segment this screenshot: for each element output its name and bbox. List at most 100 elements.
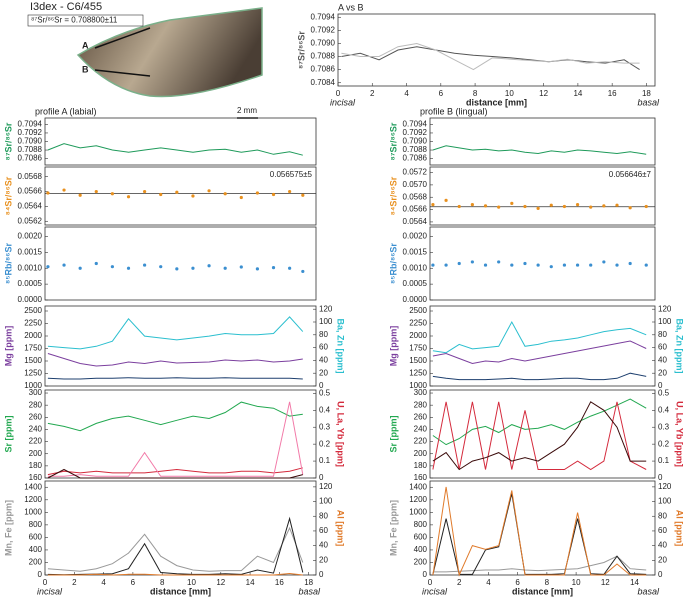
y-tick-label: 0 xyxy=(423,570,428,579)
data-point xyxy=(575,203,580,207)
data-line xyxy=(47,526,304,572)
y-axis-label: Sr [ppm] xyxy=(388,415,398,452)
y-axis-label: ⁸⁵Rb/⁸⁶Sr xyxy=(388,243,398,284)
data-point xyxy=(602,260,606,264)
data-line xyxy=(432,555,647,573)
y2-tick-label: 80 xyxy=(658,330,667,339)
y-tick-label: 1500 xyxy=(24,356,42,365)
y-tick-label: 180 xyxy=(29,461,43,470)
arrow-a xyxy=(94,27,151,49)
x-tick-label: 12 xyxy=(601,578,610,587)
start-label: incisal xyxy=(330,97,356,107)
y2-tick-label: 100 xyxy=(658,497,672,506)
y-tick-label: 0.0020 xyxy=(18,232,43,241)
data-point xyxy=(78,266,82,270)
data-point xyxy=(301,193,305,197)
y-tick-label: 2500 xyxy=(24,306,42,315)
y-tick-label: 0.7094 xyxy=(18,120,43,129)
data-point xyxy=(223,192,227,196)
x-axis-label: distance [mm] xyxy=(512,586,573,596)
x-tick-label: 4 xyxy=(486,578,491,587)
y-tick-label: 0.7086 xyxy=(18,154,43,163)
data-line xyxy=(47,468,303,479)
panel-title: A vs B xyxy=(338,2,364,12)
x-axis-label: distance [mm] xyxy=(150,586,211,596)
data-point xyxy=(255,267,260,271)
y-tick-label: 2000 xyxy=(24,331,42,340)
data-point xyxy=(62,188,66,192)
data-line xyxy=(47,377,303,380)
data-point xyxy=(602,204,606,208)
y-tick-label: 0.0010 xyxy=(403,263,428,272)
data-point xyxy=(575,263,580,267)
y-tick-label: 0.7094 xyxy=(311,12,336,21)
y-axis-label: ⁸⁴Sr/⁸⁶Sr xyxy=(388,176,398,215)
x-tick-label: 2 xyxy=(370,89,375,98)
data-point xyxy=(126,195,131,199)
y-tick-label: 1500 xyxy=(409,356,427,365)
plot-frame xyxy=(429,226,656,301)
y2-axis-label: U, La, Yb [ppm] xyxy=(675,401,685,467)
y-axis-label: ⁸⁴Sr/⁸⁶Sr xyxy=(3,176,13,215)
data-line xyxy=(432,401,647,471)
plot-frame xyxy=(429,166,656,226)
y2-tick-label: 40 xyxy=(319,356,328,365)
y-tick-label: 200 xyxy=(414,558,428,567)
data-point xyxy=(191,194,195,198)
y-tick-label: 1250 xyxy=(409,369,427,378)
data-line xyxy=(47,516,304,576)
y-tick-label: 0.0000 xyxy=(403,295,428,304)
y2-tick-label: 120 xyxy=(319,304,333,313)
data-point xyxy=(523,261,527,266)
y-tick-label: 160 xyxy=(414,473,428,482)
data-point xyxy=(143,189,147,194)
plot-frame xyxy=(44,226,317,301)
y-tick-label: 1200 xyxy=(24,495,42,504)
x-axis-label: distance [mm] xyxy=(466,97,527,107)
y-axis-label: Mg [ppm] xyxy=(388,326,398,367)
y-axis-label: Sr [ppm] xyxy=(3,415,13,452)
y-tick-label: 0.7084 xyxy=(311,78,336,87)
y-tick-label: 0.0562 xyxy=(18,216,43,225)
end-label: basal xyxy=(637,586,660,596)
start-label: incisal xyxy=(37,586,63,596)
y2-tick-label: 0.1 xyxy=(658,456,670,465)
x-tick-label: 0 xyxy=(336,89,341,98)
data-point xyxy=(271,192,276,197)
data-point xyxy=(562,204,567,209)
data-point xyxy=(207,189,211,193)
y2-tick-label: 0.3 xyxy=(319,422,331,431)
plot-frame xyxy=(429,117,656,166)
data-point xyxy=(46,265,50,269)
data-point xyxy=(288,266,292,270)
y2-tick-label: 120 xyxy=(658,482,672,491)
y2-tick-label: 0 xyxy=(658,570,663,579)
data-point xyxy=(175,267,179,271)
data-line xyxy=(47,401,303,432)
x-tick-label: 16 xyxy=(275,578,284,587)
data-point xyxy=(615,203,619,207)
y-tick-label: 0.7088 xyxy=(403,145,428,154)
y-tick-label: 0.7092 xyxy=(311,25,336,34)
data-point xyxy=(255,191,260,195)
data-point xyxy=(288,189,292,194)
x-tick-label: 14 xyxy=(573,89,582,98)
data-point xyxy=(457,204,461,209)
x-tick-label: 8 xyxy=(545,578,550,587)
tooth-image: I3dex - C6/455 ⁸⁷Sr/⁸⁶Sr = 0.708800±11 A… xyxy=(27,1,263,119)
data-point xyxy=(239,195,243,200)
y2-tick-label: 40 xyxy=(658,541,667,550)
data-point xyxy=(457,261,461,266)
y-tick-label: 1000 xyxy=(24,381,42,390)
y-tick-label: 600 xyxy=(414,533,428,542)
x-tick-label: 0 xyxy=(43,578,48,587)
data-line xyxy=(47,401,304,477)
data-line xyxy=(432,145,647,155)
x-tick-label: 6 xyxy=(131,578,136,587)
y2-tick-label: 0.3 xyxy=(658,422,670,431)
plot-frame xyxy=(44,480,317,576)
y2-tick-label: 20 xyxy=(658,368,667,377)
y-tick-label: 0.7088 xyxy=(18,145,43,154)
data-point xyxy=(94,189,98,194)
data-line xyxy=(47,467,303,476)
